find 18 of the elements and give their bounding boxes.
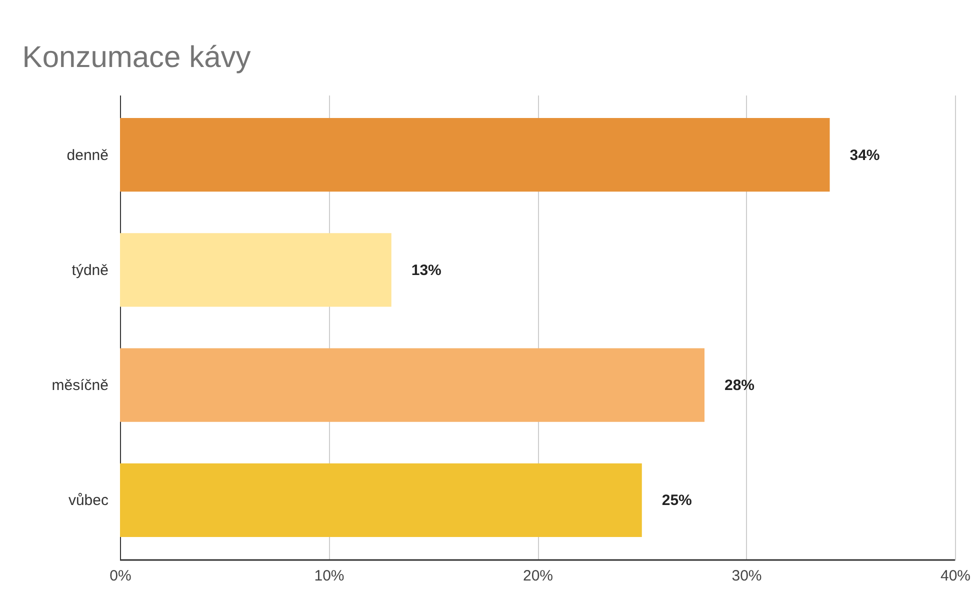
- y-tick-label: týdně: [72, 262, 108, 279]
- data-label: 25%: [662, 492, 692, 510]
- x-tick-label: 20%: [522, 568, 554, 584]
- x-tick-label: 0%: [110, 568, 132, 584]
- y-tick-label: denně: [66, 146, 108, 164]
- bar: [120, 463, 642, 537]
- data-label: 13%: [411, 262, 442, 279]
- bar: [120, 118, 830, 192]
- x-tick-label: 40%: [940, 568, 971, 584]
- x-tick-label: 10%: [314, 568, 344, 584]
- data-label: 28%: [724, 377, 755, 394]
- bar: [120, 233, 392, 307]
- chart-title: Konzumace kávy: [22, 41, 251, 74]
- data-label: 34%: [850, 146, 880, 164]
- x-tick-label: 30%: [732, 568, 762, 584]
- y-tick-label: měsíčně: [52, 377, 108, 394]
- y-tick-label: vůbec: [68, 492, 109, 510]
- bar: [120, 348, 704, 422]
